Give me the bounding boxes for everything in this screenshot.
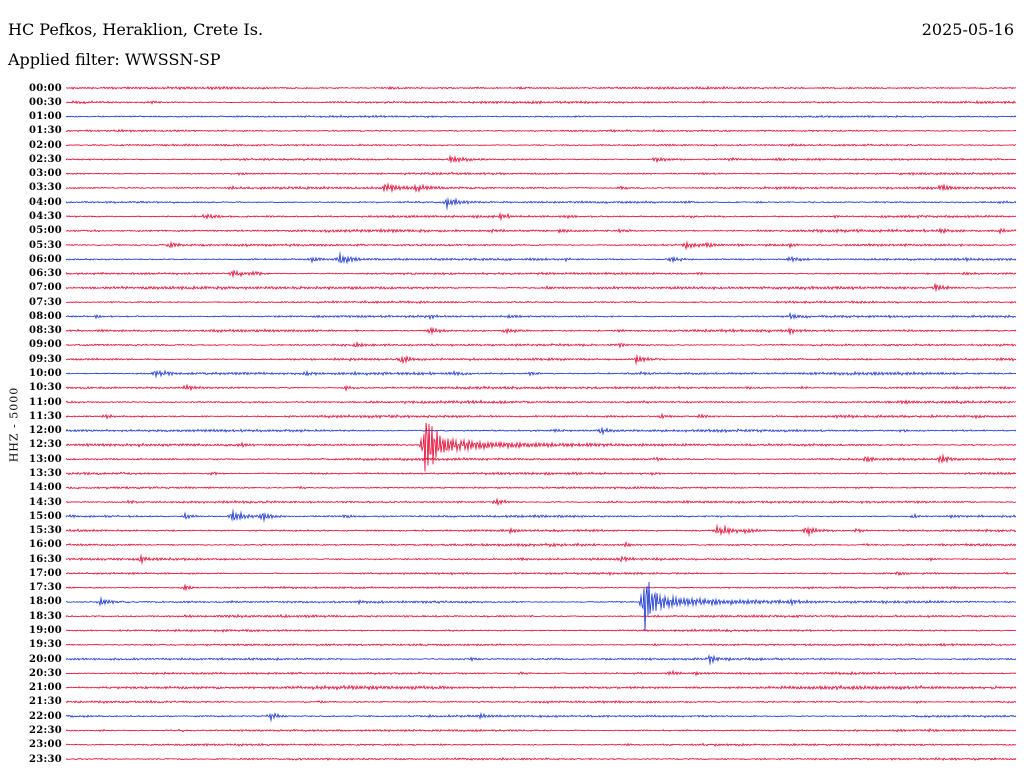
time-label: 23:30 [28, 753, 62, 765]
time-label: 18:30 [28, 610, 62, 622]
time-label: 04:00 [28, 196, 62, 208]
time-label-column: 00:00 00:30 01:00 01:30 02:00 02:30 03:00 03:30… [0, 0, 62, 780]
time-label: 23:00 [28, 739, 62, 751]
time-label: 21:00 [28, 682, 62, 694]
time-label: 06:30 [28, 268, 62, 280]
time-label: 04:30 [28, 210, 62, 222]
time-label: 13:00 [28, 453, 62, 465]
time-label: 17:30 [28, 582, 62, 594]
time-label: 17:00 [28, 567, 62, 579]
time-label: 03:30 [28, 182, 62, 194]
time-label: 03:00 [28, 168, 62, 180]
time-label: 02:30 [28, 153, 62, 165]
time-label: 16:00 [28, 539, 62, 551]
time-label: 14:00 [28, 482, 62, 494]
time-label: 15:30 [28, 525, 62, 537]
time-label: 09:00 [28, 339, 62, 351]
time-label: 05:30 [28, 239, 62, 251]
date-label: 2025-05-16 [921, 20, 1014, 39]
time-label: 09:30 [28, 353, 62, 365]
time-label: 12:30 [28, 439, 62, 451]
time-label: 01:00 [28, 111, 62, 123]
time-label: 22:30 [28, 724, 62, 736]
time-label: 08:30 [28, 325, 62, 337]
time-label: 12:00 [28, 425, 62, 437]
time-label: 20:30 [28, 667, 62, 679]
time-label: 22:00 [28, 710, 62, 722]
applied-filter-label: Applied filter: WWSSN-SP [8, 50, 221, 69]
time-label: 07:00 [28, 282, 62, 294]
station-title: HC Pefkos, Heraklion, Crete Is. [8, 20, 264, 39]
time-label: 16:30 [28, 553, 62, 565]
time-label: 18:00 [28, 596, 62, 608]
time-label: 08:00 [28, 310, 62, 322]
time-label: 21:30 [28, 696, 62, 708]
time-label: 14:30 [28, 496, 62, 508]
time-label: 10:00 [28, 368, 62, 380]
time-label: 00:30 [28, 96, 62, 108]
time-label: 19:00 [28, 625, 62, 636]
time-label: 07:30 [28, 296, 62, 308]
time-label: 06:00 [28, 253, 62, 265]
time-label: 13:30 [28, 467, 62, 479]
time-label: 15:00 [28, 510, 62, 522]
time-label: 05:00 [28, 225, 62, 237]
time-label: 11:00 [28, 396, 62, 408]
time-label: 01:30 [28, 125, 62, 137]
time-label: 00:00 [28, 82, 62, 94]
time-label: 02:00 [28, 139, 62, 151]
time-label: 10:30 [28, 382, 62, 394]
time-label: 20:00 [28, 653, 62, 665]
time-label: 11:30 [28, 410, 62, 422]
time-label: 19:30 [28, 639, 62, 651]
